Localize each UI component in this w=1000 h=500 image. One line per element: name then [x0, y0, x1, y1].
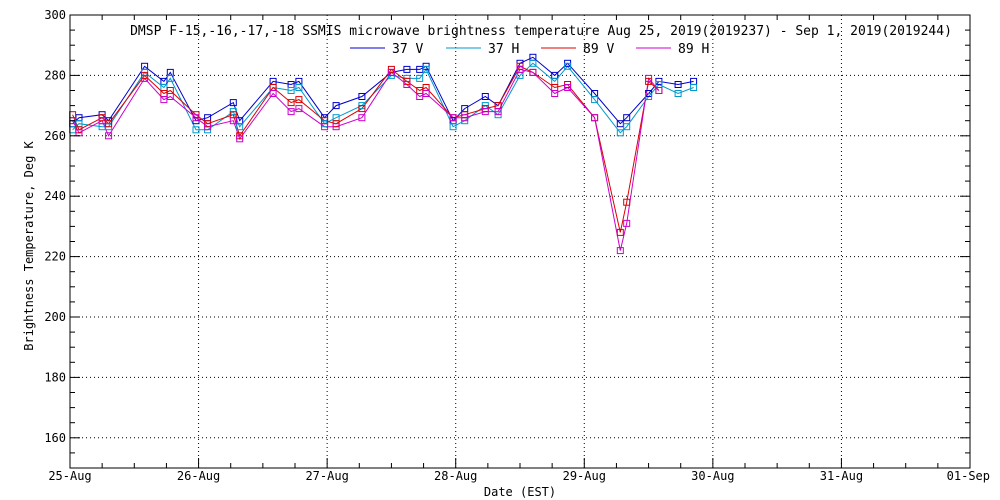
- y-tick-label: 260: [44, 129, 66, 143]
- data-point: [422, 90, 430, 97]
- x-tick-label: 27-Aug: [305, 469, 348, 483]
- data-point: [645, 93, 653, 100]
- y-tick-label: 300: [44, 8, 66, 22]
- data-point: [564, 84, 572, 91]
- data-point: [332, 102, 340, 110]
- data-point: [623, 123, 631, 131]
- data-point: [591, 96, 599, 104]
- data-point: [564, 62, 572, 70]
- series-line-0: [72, 56, 694, 125]
- data-point: [461, 114, 469, 122]
- y-tick-label: 240: [44, 189, 66, 203]
- y-tick-label: 180: [44, 370, 66, 384]
- y-axis: 160 180 200 220 240 260 280 300: [44, 8, 970, 469]
- y-tick-label: 160: [44, 431, 66, 445]
- chart-title: DMSP F-15,-16,-17,-18 SSMIS microwave br…: [130, 24, 952, 39]
- data-point: [295, 105, 303, 113]
- data-point: [403, 65, 411, 73]
- data-point: [387, 68, 395, 76]
- y-tick-label: 220: [44, 250, 66, 264]
- data-point: [551, 90, 559, 97]
- data-point: [295, 96, 303, 104]
- data-point: [623, 114, 631, 122]
- x-tick-label: 29-Aug: [563, 469, 606, 483]
- data-point: [229, 117, 237, 125]
- data-point: [403, 81, 411, 88]
- data-point: [674, 90, 682, 97]
- data-point: [332, 123, 340, 131]
- data-point: [481, 93, 489, 100]
- legend-label: 89 V: [583, 42, 614, 57]
- data-point: [516, 65, 524, 73]
- data-point: [166, 93, 174, 100]
- legend-label: 89 H: [678, 42, 709, 57]
- data-point: [616, 228, 624, 236]
- data-point: [269, 90, 277, 97]
- data-point: [105, 132, 113, 140]
- data-point: [236, 135, 244, 143]
- data-point: [358, 93, 366, 100]
- data-point: [358, 105, 366, 113]
- data-point: [449, 123, 457, 131]
- data-point: [529, 59, 537, 67]
- data-point: [529, 68, 537, 76]
- legend: 37 V 37 H 89 V 89 H: [350, 42, 709, 57]
- data-point: [623, 198, 631, 206]
- data-point: [645, 74, 653, 82]
- data-point: [358, 114, 366, 122]
- data-point: [591, 114, 599, 122]
- data-point: [655, 87, 663, 94]
- data-point: [422, 65, 430, 73]
- data-point: [192, 126, 200, 134]
- data-point: [236, 123, 244, 131]
- data-point: [98, 117, 106, 125]
- data-point: [616, 247, 624, 255]
- data-point: [321, 123, 329, 131]
- x-tick-label: 26-Aug: [177, 469, 220, 483]
- data-point: [690, 84, 698, 91]
- y-tick-label: 200: [44, 310, 66, 324]
- data-point: [623, 219, 631, 227]
- data-point: [204, 123, 212, 131]
- data-point: [416, 74, 424, 82]
- legend-label: 37 H: [488, 42, 519, 57]
- x-tick-label: 30-Aug: [691, 469, 734, 483]
- data-point: [616, 129, 624, 137]
- x-tick-label: 25-Aug: [48, 469, 91, 483]
- data-point: [449, 114, 457, 122]
- y-axis-label: Brightness Temperature, Deg K: [22, 140, 36, 350]
- data-point: [229, 99, 237, 107]
- data-point: [287, 87, 295, 94]
- data-point: [481, 108, 489, 116]
- x-tick-label: 31-Aug: [820, 469, 863, 483]
- data-point: [674, 81, 682, 88]
- x-axis: 25-Aug 26-Aug 27-Aug 28-Aug 29-Aug 30-Aug 31-A…: [48, 15, 990, 483]
- x-axis-label: Date (EST): [484, 485, 556, 499]
- data-point: [166, 74, 174, 82]
- data-point: [192, 114, 200, 122]
- series-line-1: [72, 62, 694, 134]
- y-tick-label: 280: [44, 68, 66, 82]
- x-tick-label: 01-Sep: [947, 469, 990, 483]
- data-point: [287, 99, 295, 107]
- legend-label: 37 V: [392, 42, 423, 57]
- data-point: [287, 108, 295, 116]
- data-point: [295, 84, 303, 91]
- data-point: [494, 108, 502, 116]
- x-tick-label: 28-Aug: [434, 469, 477, 483]
- data-point: [141, 74, 149, 82]
